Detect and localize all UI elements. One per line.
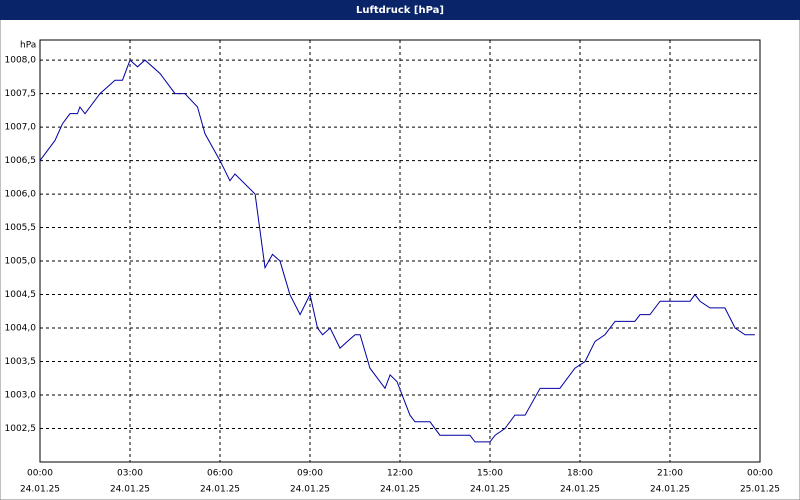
y-tick-label: 1002,5 (5, 424, 37, 434)
y-tick-label: 1006,0 (5, 190, 37, 200)
y-tick-label: 1005,0 (5, 257, 37, 267)
x-tick-date: 24.01.25 (650, 485, 690, 495)
x-tick-label: 03:00 (117, 469, 143, 479)
y-tick-label: 1004,0 (5, 324, 37, 334)
x-tick-date: 24.01.25 (470, 485, 510, 495)
y-tick-label: 1007,0 (5, 123, 37, 133)
y-tick-label: 1003,0 (5, 391, 37, 401)
x-tick-label: 06:00 (207, 469, 233, 479)
y-tick-label: 1006,5 (5, 156, 37, 166)
x-tick-label: 15:00 (477, 469, 503, 479)
line-series (39, 59, 755, 443)
x-tick-date: 24.01.25 (200, 485, 240, 495)
x-tick-label: 21:00 (657, 469, 683, 479)
x-tick-date: 24.01.25 (20, 485, 60, 495)
x-tick-date: 24.01.25 (110, 485, 150, 495)
y-tick-label: 1003,5 (5, 357, 37, 367)
x-tick-label: 18:00 (567, 469, 593, 479)
x-tick-date: 25.01.25 (740, 485, 780, 495)
x-tick-label: 09:00 (297, 469, 323, 479)
x-tick-label: 12:00 (387, 469, 413, 479)
x-tick-date: 24.01.25 (380, 485, 420, 495)
y-axis-label: hPa (20, 41, 36, 51)
y-tick-label: 1005,5 (5, 223, 37, 233)
x-tick-date: 24.01.25 (290, 485, 330, 495)
x-tick-date: 24.01.25 (560, 485, 600, 495)
y-tick-label: 1007,5 (5, 89, 37, 99)
x-tick-label: 00:00 (27, 469, 53, 479)
title-bar (0, 0, 800, 20)
y-tick-label: 1008,0 (5, 56, 37, 66)
y-tick-label: 1004,5 (5, 290, 37, 300)
x-tick-label: 00:00 (747, 469, 773, 479)
chart-title: Luftdruck [hPa] (356, 5, 444, 16)
